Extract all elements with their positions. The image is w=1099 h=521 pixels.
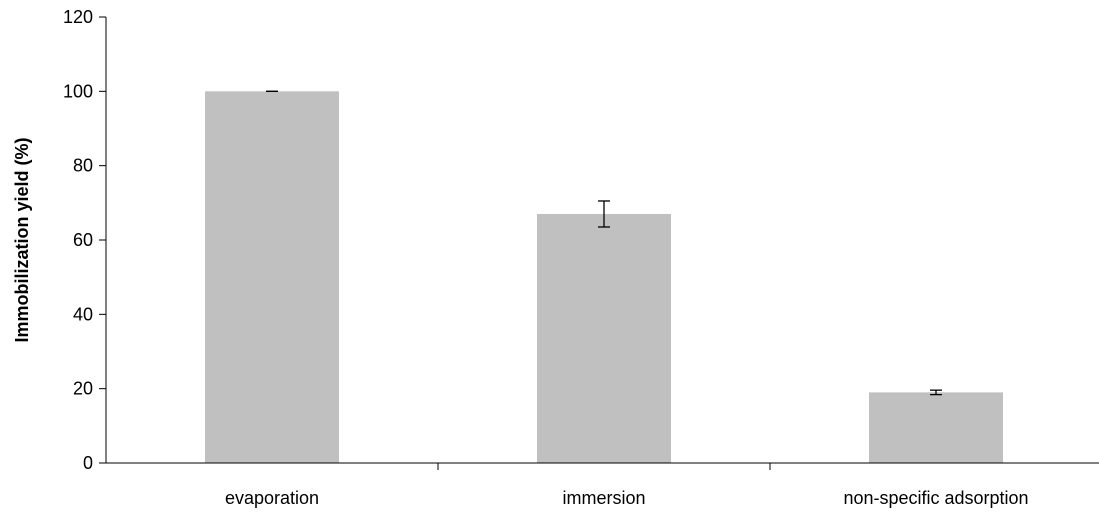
y-tick-label: 80 [73, 156, 93, 176]
axes-group [99, 16, 1099, 470]
bar-non-specific-adsorption [869, 392, 1003, 463]
error-bar-non-specific-adsorption [930, 389, 942, 396]
labels-group: evaporation immersion non-specific adsorpt… [12, 7, 1029, 508]
x-tick-label: non-specific adsorption [843, 488, 1028, 508]
bar-evaporation [205, 91, 339, 463]
y-tick-label: 40 [73, 304, 93, 324]
y-axis-title: Immobilization yield (%) [12, 137, 32, 342]
y-tick-label: 100 [63, 81, 93, 101]
bar-immersion [537, 213, 671, 463]
x-tick-label: immersion [562, 488, 645, 508]
y-tick-label: 60 [73, 230, 93, 250]
error-bar-immersion [598, 200, 610, 228]
y-tick-label: 20 [73, 379, 93, 399]
y-tick-label: 120 [63, 7, 93, 27]
y-tick-label: 0 [83, 453, 93, 473]
error-bars-group [266, 90, 942, 396]
x-tick-label: evaporation [225, 488, 319, 508]
bars-group [205, 91, 1003, 463]
